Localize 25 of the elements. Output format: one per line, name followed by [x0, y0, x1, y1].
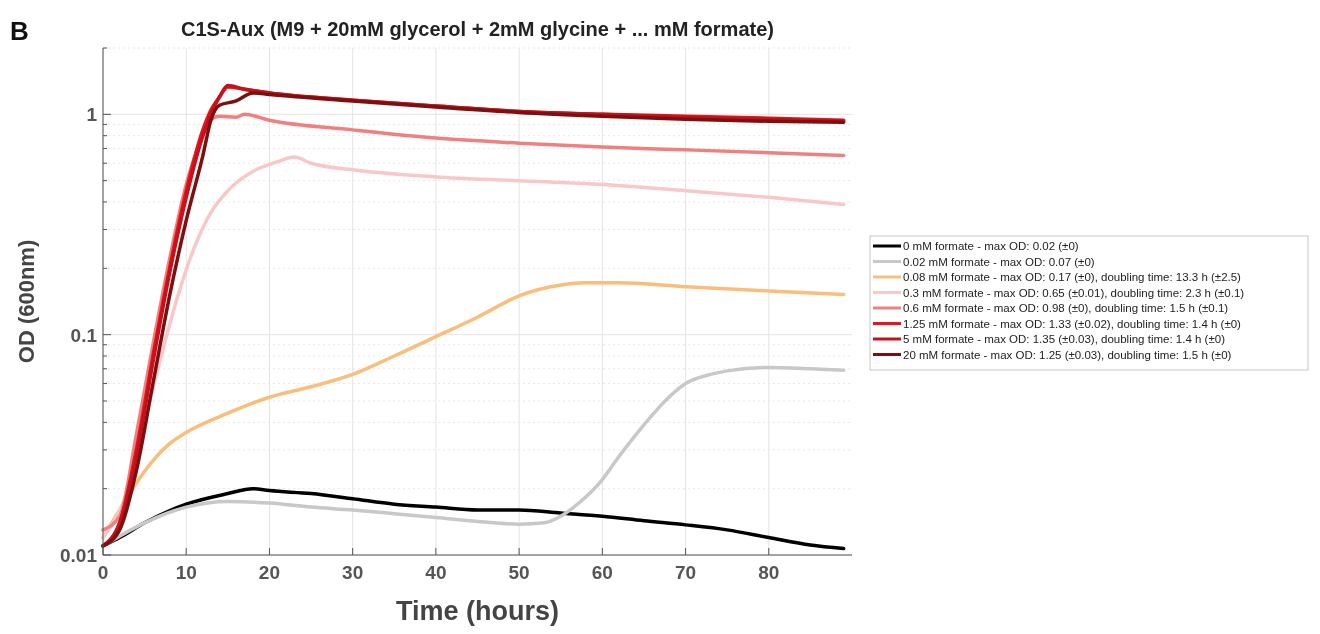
y-tick-label: 0.1 [70, 324, 98, 346]
chart-title: C1S-Aux (M9 + 20mM glycerol + 2mM glycine + ... mM formate) [181, 18, 774, 40]
legend-label: 1.25 mM formate - max OD: 1.33 (±0.02), doubling time: 1.4 h (±0) [903, 317, 1242, 330]
x-tick-label: 60 [591, 562, 613, 583]
legend-label: 0.02 mM formate - max OD: 0.07 (±0) [903, 255, 1095, 268]
x-tick-label: 50 [508, 562, 530, 583]
legend-label: 5 mM formate - max OD: 1.35 (±0.03), doubling time: 1.4 h (±0) [903, 333, 1226, 345]
y-tick-label: 1 [86, 104, 98, 126]
x-tick-label: 0 [97, 562, 109, 583]
legend-label: 0 mM formate - max OD: 0.02 (±0) [903, 240, 1079, 252]
x-tick-label: 40 [425, 562, 447, 583]
y-tick-label: 0.01 [60, 545, 98, 566]
x-tick-label: 80 [758, 562, 780, 583]
x-axis-title: Time (hours) [395, 596, 560, 626]
x-tick-label: 10 [175, 562, 197, 583]
x-tick-label: 30 [342, 562, 364, 583]
x-tick-label: 20 [258, 562, 281, 583]
legend-label: 0.6 mM formate - max OD: 0.98 (±0), doubling time: 1.5 h (±0.1) [903, 302, 1229, 314]
line-series [101, 281, 846, 540]
legend-label: 0.3 mM formate - max OD: 0.65 (±0.01), doubling time: 2.3 h (±0.1) [903, 286, 1245, 299]
x-tick-label: 70 [674, 562, 697, 583]
text: B [10, 16, 29, 46]
legend-label: 20 mM formate - max OD: 1.25 (±0.03), doubling time: 1.5 h (±0) [903, 348, 1232, 361]
y-axis-title: OD (600nm) [14, 239, 39, 364]
legend-label: 0.08 mM formate - max OD: 0.17 (±0), doubling time: 13.3 h (±2.5) [903, 271, 1242, 283]
